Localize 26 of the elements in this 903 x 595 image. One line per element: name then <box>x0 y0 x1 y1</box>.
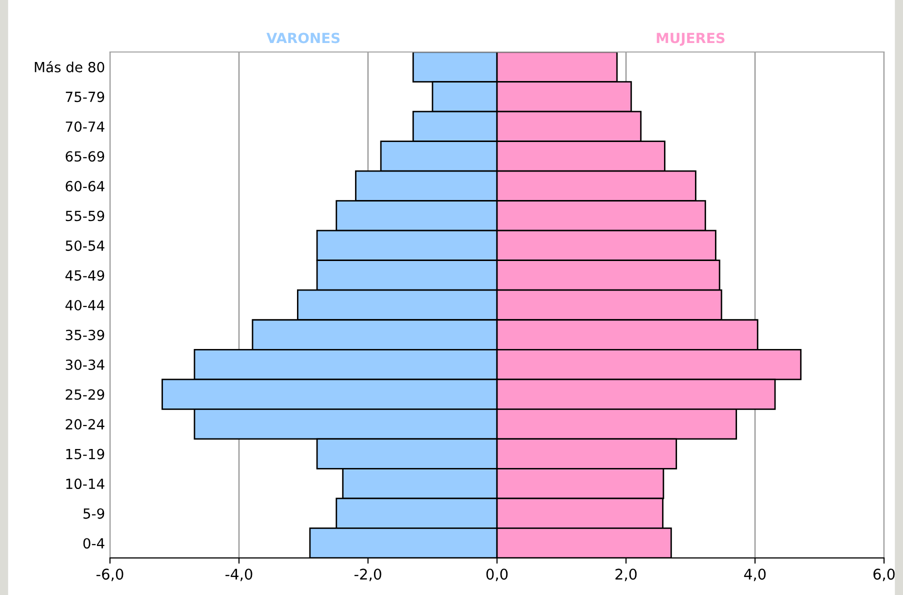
y-tick-label: 55-59 <box>66 210 104 222</box>
x-tick-label: 4,0 <box>744 568 766 582</box>
x-tick-label: 0,0 <box>486 568 508 582</box>
y-tick-label: 65-69 <box>66 151 104 162</box>
y-tick-label: 5-9 <box>84 508 104 519</box>
x-tick-label: -6,0 <box>96 568 124 582</box>
text: VARONES <box>266 32 340 44</box>
x-tick-label: 2,0 <box>615 568 637 582</box>
y-tick-label: 10-14 <box>66 478 104 490</box>
y-tick-label: 0-4 <box>83 538 104 549</box>
y-tick-label: 45-49 <box>65 270 104 281</box>
x-tick-label: -2,0 <box>354 568 382 582</box>
x-tick-label: -4,0 <box>225 568 252 582</box>
y-tick-label: 50-54 <box>66 240 104 251</box>
y-tick-label: Más de 80 <box>34 61 104 72</box>
y-tick-label: 40-44 <box>65 300 104 310</box>
y-tick-label: 70-74 <box>66 121 104 132</box>
y-tick-label: 30-34 <box>66 359 104 370</box>
y-tick-label: 75-79 <box>66 92 104 102</box>
y-tick-label: 35-39 <box>66 330 104 340</box>
y-tick-label: 60-64 <box>66 180 104 192</box>
text: MUJERES <box>656 32 724 46</box>
x-tick-label: 6,0 <box>873 568 895 582</box>
y-tick-label: 20-24 <box>66 419 104 430</box>
y-tick-label: 15-19 <box>66 448 104 460</box>
y-tick-label: 25-29 <box>66 389 104 400</box>
